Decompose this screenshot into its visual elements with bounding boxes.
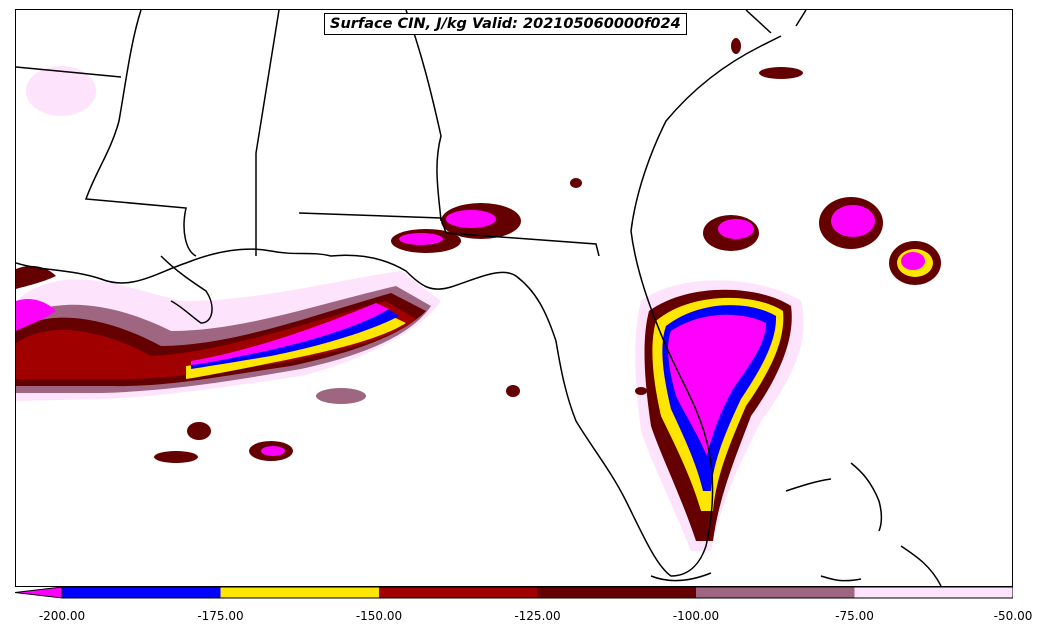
- cin-panhandle-blob: [446, 210, 496, 228]
- cin-fl-east-magenta: [668, 314, 766, 456]
- map-panel: [15, 9, 1013, 587]
- colorbar-box: [696, 587, 855, 598]
- colorbar-extend-triangle: [15, 587, 63, 599]
- colorbar-tick-label: -175.00: [197, 609, 244, 623]
- map-boundaries: [16, 10, 942, 586]
- state-border: [16, 66, 122, 78]
- cin-gulf-blob: [506, 385, 520, 397]
- colorbar-outline: [61, 587, 1013, 599]
- state-border: [745, 10, 772, 34]
- state-border: [298, 212, 600, 257]
- map-title: Surface CIN, J/kg Valid: 202105060000f02…: [324, 13, 687, 35]
- colorbar-tick-label: -125.00: [514, 609, 561, 623]
- cin-coast-blob: [759, 67, 803, 79]
- cin-coast-blob: [570, 178, 582, 188]
- colorbar-box: [62, 587, 221, 598]
- cin-field: [16, 38, 941, 551]
- cin-coast-blob: [26, 66, 96, 116]
- colorbar-tick-label: -50.00: [993, 609, 1033, 623]
- state-border: [405, 10, 442, 222]
- state-border: [255, 10, 280, 256]
- colorbar-boxes: [62, 587, 1013, 598]
- cin-gulf-blob: [154, 451, 198, 463]
- cin-atl-blob: [831, 205, 875, 237]
- cin-west-streak: [16, 265, 56, 289]
- colorbar-box: [379, 587, 538, 598]
- cin-coast-blob: [731, 38, 741, 54]
- cin-gulf-blob: [261, 446, 285, 456]
- cin-atl-blob: [718, 219, 754, 239]
- colorbar-tick-label: -150.00: [355, 609, 403, 623]
- cin-band-red: [16, 301, 416, 379]
- bahamas-coast: [785, 478, 832, 492]
- gulf-coastline: [16, 35, 782, 577]
- state-border: [84, 10, 197, 257]
- cin-panhandle-blob: [399, 233, 443, 245]
- cin-gulf-blob: [316, 388, 366, 404]
- keys-coast: [650, 572, 712, 582]
- colorbar-tick-label: -200.00: [38, 609, 86, 623]
- map-canvas: [16, 10, 942, 586]
- state-border: [795, 10, 807, 27]
- colorbar-box: [537, 587, 697, 598]
- colorbar-box: [854, 587, 1013, 598]
- bahamas-coast: [850, 462, 883, 532]
- colorbar-box: [220, 587, 380, 598]
- bahamas-coast: [820, 575, 862, 582]
- colorbar-tick-label: -75.00: [835, 609, 874, 623]
- delta-coast: [160, 255, 213, 324]
- colorbar-tick-label: -100.00: [672, 609, 720, 623]
- bahamas-coast: [900, 545, 942, 586]
- cin-atl-blob: [901, 252, 925, 270]
- cin-coast-blob: [635, 387, 647, 395]
- cin-west-streak: [16, 299, 56, 331]
- colorbar: [15, 587, 1013, 599]
- cin-gulf-blob: [187, 422, 211, 440]
- cin-band-magenta: [191, 303, 389, 365]
